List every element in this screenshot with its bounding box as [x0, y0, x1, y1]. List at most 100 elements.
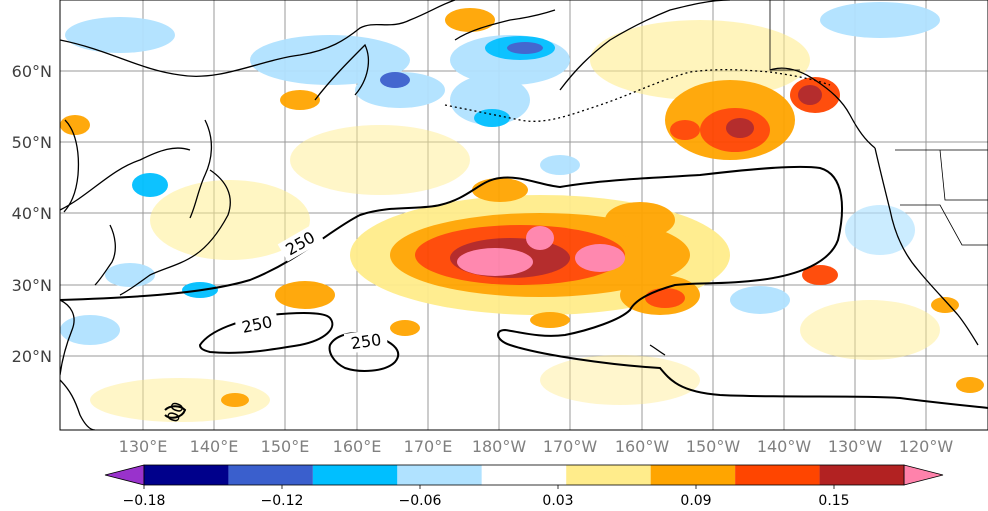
coastline-north-america-west [874, 147, 979, 346]
lon-tick-label: 130°W [828, 437, 883, 456]
colorbar-swatch [566, 465, 651, 485]
coastline-siberia [60, 0, 456, 77]
colorbar-swatch [481, 465, 567, 485]
anomaly-patch [730, 286, 790, 314]
anomaly-patch [845, 205, 915, 255]
contour-250-main [60, 165, 988, 409]
contour-label-bg [234, 309, 280, 339]
anomaly-patch [390, 320, 420, 336]
coastline-kamchatka [314, 43, 369, 101]
lat-tick-label: 30°N [12, 276, 52, 295]
anomaly-patch [280, 90, 320, 110]
anomaly-patch [132, 173, 168, 197]
colorbar-tick-label: −0.12 [261, 493, 304, 509]
anomaly-patch [590, 20, 810, 100]
anomaly-patch [250, 35, 410, 85]
anomaly-patch [275, 281, 335, 309]
anomaly-patch [507, 42, 543, 54]
plot-area [60, 0, 988, 430]
anomaly-patch [445, 8, 495, 32]
contour-label-bg [277, 223, 325, 262]
anomaly-patch [221, 393, 249, 407]
anomaly-patch [450, 75, 530, 125]
coastline-hawaii [649, 344, 666, 356]
state-borders [895, 149, 988, 246]
lat-tick-label: 50°N [12, 133, 52, 152]
coastline-asia [60, 147, 191, 211]
lat-tick-label: 60°N [12, 62, 52, 81]
colorbar-swatch [144, 465, 229, 485]
anomaly-shading [60, 2, 984, 422]
lon-tick-label: 170°E [404, 437, 453, 456]
colorbar-swatch [819, 465, 904, 485]
coastline-philippines [60, 379, 96, 430]
anomaly-patch [60, 115, 90, 135]
coastline-korea [94, 224, 116, 286]
anomaly-patch [956, 377, 984, 393]
latitude-labels: 60°N 50°N 40°N 30°N 20°N [12, 62, 52, 366]
lon-tick-label: 130°E [119, 437, 168, 456]
coastline-alaska-west [559, 0, 731, 91]
colorbar-swatch [228, 465, 313, 485]
anomaly-patch [105, 263, 155, 287]
coastline-sakhalin [189, 119, 213, 219]
anomaly-patch [800, 300, 940, 360]
contour-label-bg [343, 328, 389, 354]
coastline-aleutians [444, 69, 831, 122]
colorbar: −0.18 −0.12 −0.06 0.03 0.09 0.15 [104, 464, 944, 509]
border-alaska-canada [769, 0, 800, 71]
lon-tick-label: 160°E [333, 437, 382, 456]
lon-tick-label: 170°W [543, 437, 598, 456]
coastline-alaska-south [769, 67, 876, 149]
colorbar-tick-label: −0.18 [123, 493, 166, 509]
colorbar-extend-high [903, 464, 944, 486]
anomaly-patch [290, 125, 470, 195]
coastline-chukotka [454, 9, 556, 41]
anomaly-patch [457, 248, 533, 276]
anomaly-patch [65, 17, 175, 53]
anomaly-patch [540, 155, 580, 175]
anomaly-patch [802, 265, 838, 285]
lon-tick-label: 150°E [261, 437, 310, 456]
anomaly-patch [474, 109, 510, 127]
anomaly-patch [355, 72, 445, 108]
colorbar-tick-label: 0.03 [542, 493, 573, 509]
anomaly-patch [820, 2, 940, 38]
anomaly-patch [798, 85, 822, 105]
colorbar-extend-low [104, 464, 145, 486]
coastline-china-south [60, 299, 75, 376]
anomaly-patch [472, 178, 528, 202]
colorbar-frame [143, 464, 905, 486]
lon-tick-label: 140°E [190, 437, 239, 456]
anomaly-patch [380, 72, 410, 88]
colorbar-swatch [397, 465, 482, 485]
anomaly-patch [605, 202, 675, 238]
contour-label: 250 [350, 330, 383, 353]
anomaly-patch [90, 378, 270, 422]
contour-south-fragment [164, 405, 187, 419]
colorbar-tick-label: −0.06 [399, 493, 442, 509]
lat-tick-label: 20°N [12, 347, 52, 366]
coastline-china-north [63, 119, 80, 213]
coastline-japan [119, 169, 231, 296]
colorbar-tick-label: 0.15 [818, 493, 849, 509]
coastlines [60, 0, 988, 430]
anomaly-patch [726, 118, 754, 138]
anomaly-patch [670, 120, 700, 140]
anomaly-patch [645, 288, 685, 308]
anomaly-patch [150, 180, 310, 260]
anomaly-patch [575, 244, 625, 272]
anomaly-patch [60, 315, 120, 345]
lon-tick-label: 160°W [615, 437, 670, 456]
lon-tick-label: 140°W [757, 437, 812, 456]
lon-tick-label: 120°W [899, 437, 954, 456]
colorbar-tick-label: 0.09 [680, 493, 711, 509]
colorbar-swatch [312, 465, 398, 485]
longitude-labels: 130°E 140°E 150°E 160°E 170°E 180°W 170°W 160°W… [119, 437, 954, 456]
colorbar-swatch [650, 465, 736, 485]
plot-frame [59, 0, 988, 431]
lon-tick-label: 180°W [472, 437, 527, 456]
lon-tick-label: 150°W [686, 437, 741, 456]
anomaly-patch [530, 312, 570, 328]
